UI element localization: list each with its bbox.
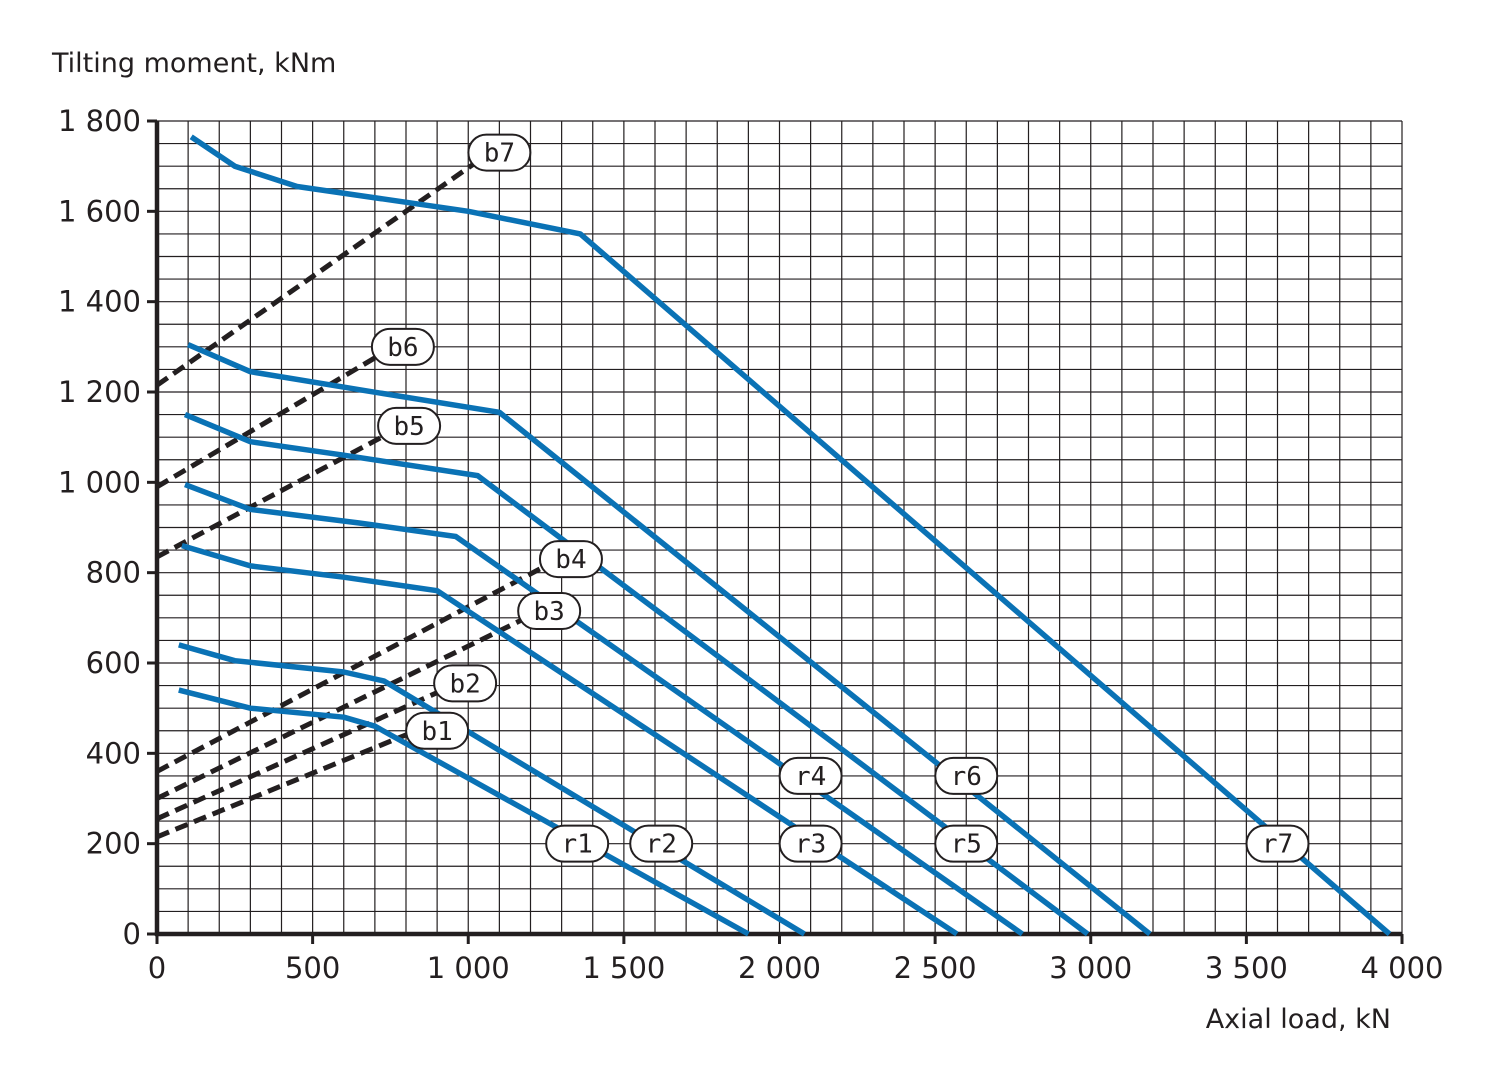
y-tick-label: 1 600: [58, 194, 141, 228]
series-tag-b7: b7: [467, 133, 532, 172]
series-line-b1: [156, 726, 423, 840]
series-line-r4: [184, 482, 1024, 937]
series-tag-label: b3: [534, 597, 565, 627]
x-tick-label: 3 000: [1049, 951, 1132, 985]
y-tick-label: 600: [86, 646, 141, 680]
series-tag-r6: r6: [934, 756, 999, 795]
x-tick-label: 4 000: [1360, 951, 1443, 985]
series-tag-b2: b2: [433, 664, 498, 703]
series-tag-label: r5: [951, 830, 982, 860]
grid: [157, 120, 1403, 934]
series-tag-box: [629, 824, 694, 863]
series-tag-r3: r3: [778, 824, 843, 863]
y-tick-label: 800: [86, 556, 141, 590]
y-axis-title: Tilting moment, kNm: [52, 48, 337, 79]
series-tag-box: [778, 756, 843, 795]
series-tag-label: b7: [484, 139, 515, 169]
series-tag-r2: r2: [629, 824, 694, 863]
series-tag-b3: b3: [517, 592, 582, 631]
series-tag-b5: b5: [377, 406, 442, 445]
series-tag-box: [405, 711, 470, 750]
series-line-r2: [178, 642, 806, 937]
series-tag-label: b1: [421, 717, 452, 747]
series-line-r5: [183, 412, 1090, 937]
series-line-b5: [155, 423, 405, 560]
series-line-r1: [178, 687, 750, 937]
series-tag-box: [370, 327, 435, 366]
x-tick-label: 2 000: [738, 951, 821, 985]
series-tag-box: [433, 664, 498, 703]
y-tick-label: 1 400: [58, 285, 141, 319]
x-tick-label: 500: [285, 951, 340, 985]
series-line-b7: [155, 150, 492, 388]
series-tag-box: [778, 824, 843, 863]
x-tick-label: 1 500: [582, 951, 665, 985]
y-tick-label: 1 800: [58, 104, 141, 138]
series-tag-label: r6: [951, 762, 982, 792]
series-line-b6: [155, 344, 395, 489]
axes: 0 200 400 600 800 1 000 1 200 1 400 1 600 1 800 0 5…: [58, 104, 1444, 985]
x-axis-title: Axial load, kN: [1205, 1004, 1391, 1035]
y-tick-label: 1 200: [58, 375, 141, 409]
y-tick-label: 1 000: [58, 465, 141, 499]
series-lines: [155, 134, 1392, 937]
series-line-b3: [155, 608, 541, 801]
series-tag-b6: b6: [370, 327, 435, 366]
series-tag-label: r1: [562, 830, 593, 860]
series-tag-r7: r7: [1245, 824, 1310, 863]
x-tick-label: 3 500: [1205, 951, 1288, 985]
x-tick-label: 1 000: [427, 951, 510, 985]
x-tick-label: 0: [148, 951, 166, 985]
series-tag-box: [517, 592, 582, 631]
series-tag-box: [377, 406, 442, 445]
series-tag-label: r4: [795, 762, 826, 792]
series-tag-box: [934, 824, 999, 863]
series-line-b4: [155, 556, 560, 774]
series-line-b2: [155, 683, 454, 822]
y-tick-label: 400: [86, 736, 141, 770]
series-line-r6: [187, 342, 1152, 937]
series-tag-label: b2: [449, 669, 480, 699]
series-tag-box: [538, 540, 603, 579]
series-tag-label: b6: [387, 333, 418, 363]
series-tag-label: r3: [795, 830, 826, 860]
series-tag-r1: r1: [545, 824, 610, 863]
y-tick-label: 0: [123, 917, 141, 951]
series-tag-label: b5: [393, 412, 424, 442]
series-line-r3: [181, 542, 959, 937]
series-tag-r5: r5: [934, 824, 999, 863]
series-line-r7: [189, 134, 1392, 937]
series-tag-label: r2: [646, 830, 677, 860]
series-tag-box: [934, 756, 999, 795]
series-tag-b4: b4: [538, 540, 603, 579]
x-tick-label: 2 500: [894, 951, 977, 985]
series-tag-box: [467, 133, 532, 172]
series-tag-box: [545, 824, 610, 863]
series-tag-r4: r4: [778, 756, 843, 795]
series-tag-label: b4: [555, 545, 586, 575]
y-tick-label: 200: [86, 827, 141, 861]
series-tag-b1: b1: [405, 711, 470, 750]
series-tag-box: [1245, 824, 1310, 863]
series-tag-label: r7: [1262, 830, 1293, 860]
series-tags: r1 r2 r3 r4 r5 r6 r7 b1 b2 b3 b4 b5 b6 b7: [370, 133, 1310, 863]
